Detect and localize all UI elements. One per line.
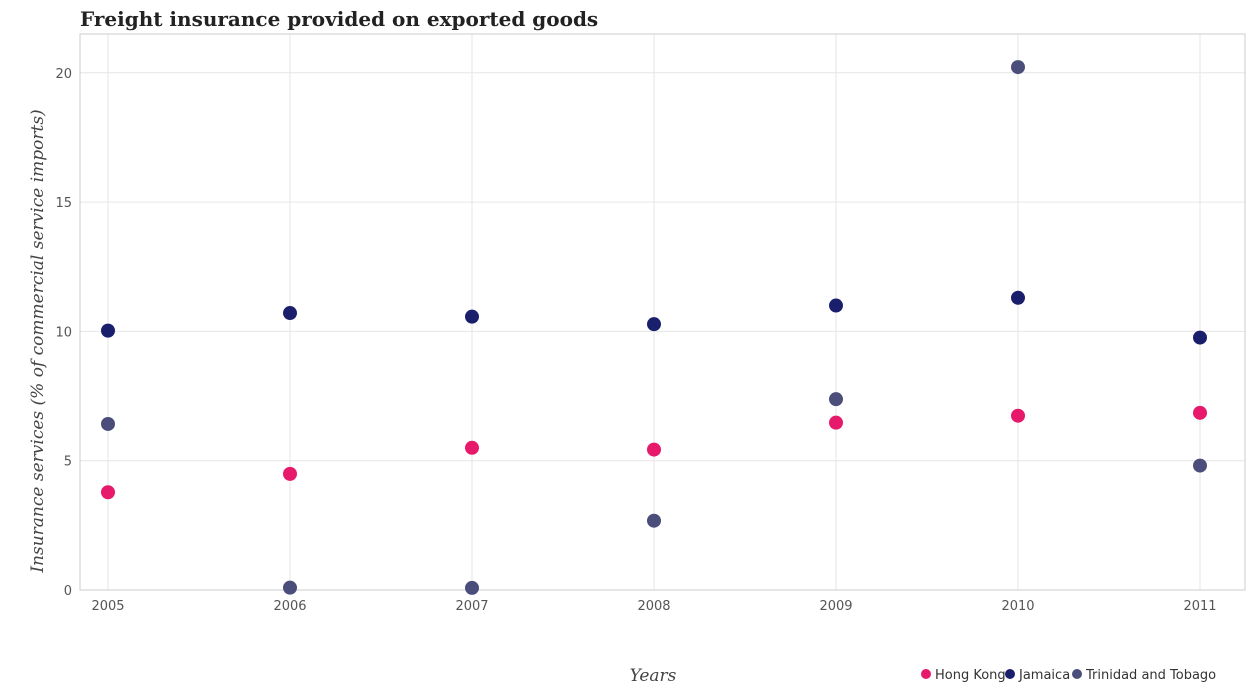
point-jamaica xyxy=(101,323,115,338)
point-jamaica xyxy=(1011,290,1025,305)
point-hong-kong xyxy=(829,415,843,430)
x-tick-label: 2011 xyxy=(1183,599,1216,614)
x-tick-label: 2007 xyxy=(455,599,488,614)
y-tick-label: 10 xyxy=(55,325,72,340)
x-tick-label: 2009 xyxy=(819,599,852,614)
point-trinidad-and-tobago xyxy=(465,580,479,595)
x-tick-label: 2005 xyxy=(91,599,124,614)
point-jamaica xyxy=(829,298,843,313)
legend-label: Trinidad and Tobago xyxy=(1085,668,1216,683)
point-jamaica xyxy=(647,317,661,332)
y-tick-label: 5 xyxy=(64,455,72,470)
point-trinidad-and-tobago xyxy=(1011,60,1025,75)
legend-marker xyxy=(1072,669,1082,679)
point-jamaica xyxy=(1193,330,1207,345)
point-trinidad-and-tobago xyxy=(829,392,843,407)
legend: Hong Kong Jamaica Trinidad and Tobago xyxy=(921,668,1216,683)
legend-label: Hong Kong xyxy=(935,668,1006,683)
y-tick-label: 15 xyxy=(55,196,72,211)
plot-frame xyxy=(79,33,1246,591)
x-axis-label: Years xyxy=(630,666,677,686)
point-jamaica xyxy=(465,309,479,324)
y-axis-label: Insurance services (% of commercial serv… xyxy=(28,109,48,573)
x-tick-label: 2006 xyxy=(273,599,306,614)
axes: 2005 2006 2007 2008 2009 2010 2011 0 5 10 15 20 xyxy=(55,33,1246,614)
point-hong-kong xyxy=(647,442,661,457)
legend-label: Jamaica xyxy=(1018,668,1070,683)
point-trinidad-and-tobago xyxy=(283,580,297,595)
point-hong-kong xyxy=(101,485,115,500)
data-points xyxy=(101,60,1207,595)
x-tick-label: 2008 xyxy=(637,599,670,614)
point-trinidad-and-tobago xyxy=(101,416,115,431)
legend-marker xyxy=(1005,669,1015,679)
y-tick-label: 0 xyxy=(64,584,72,599)
legend-marker xyxy=(921,669,931,679)
point-jamaica xyxy=(283,306,297,321)
point-trinidad-and-tobago xyxy=(647,513,661,528)
grid xyxy=(80,34,1245,591)
point-hong-kong xyxy=(465,440,479,455)
point-hong-kong xyxy=(283,466,297,481)
point-hong-kong xyxy=(1193,405,1207,420)
point-hong-kong xyxy=(1011,408,1025,423)
y-tick-label: 20 xyxy=(55,67,72,82)
chart-title: Freight insurance provided on exported g… xyxy=(80,7,598,31)
x-tick-label: 2010 xyxy=(1001,599,1034,614)
point-trinidad-and-tobago xyxy=(1193,458,1207,473)
